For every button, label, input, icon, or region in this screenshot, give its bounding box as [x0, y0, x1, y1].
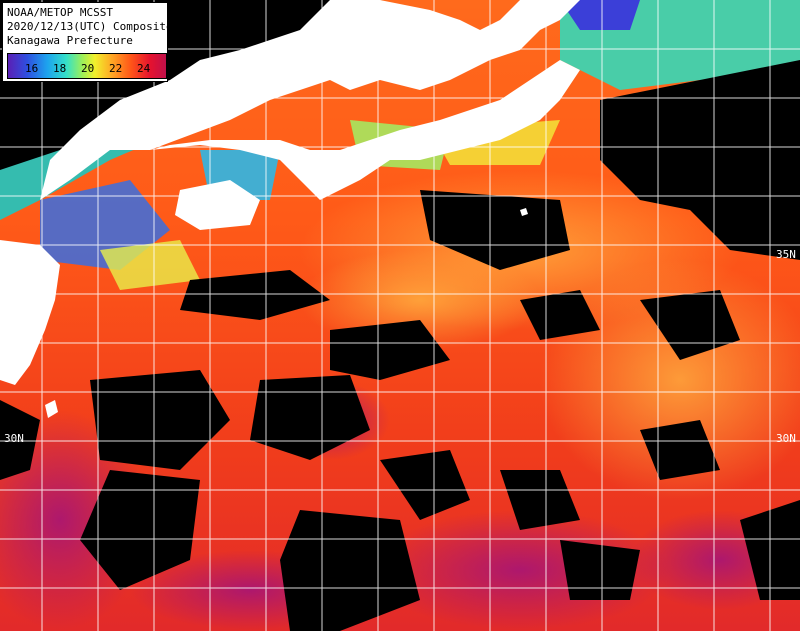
- colorbar-tick-24: 24: [137, 62, 151, 75]
- land: [0, 0, 580, 418]
- lat-label-30n-left: 30N: [4, 432, 24, 445]
- colorbar-tick-20: 20: [81, 62, 95, 75]
- title-legend-box: NOAA/METOP MCSST 2020/12/13(UTC) Composi…: [2, 2, 173, 82]
- header-date: 2020/12/13(UTC) Composite: [7, 20, 173, 33]
- colorbar-tick-18: 18: [53, 62, 67, 75]
- landmass-shikoku: [175, 180, 260, 230]
- lat-label-30n-right: 30N: [776, 432, 796, 445]
- landmass-kyushu: [0, 240, 60, 385]
- landmass-honshu-south: [150, 60, 580, 200]
- island-yakushima: [45, 400, 58, 418]
- colorbar-tick-16: 16: [25, 62, 39, 75]
- landmass-honshu: [40, 0, 580, 200]
- header-region: Kanagawa Prefecture: [7, 34, 133, 47]
- colorbar-tick-22: 22: [109, 62, 123, 75]
- lat-label-35n-right: 35N: [776, 248, 796, 261]
- island-izu: [520, 208, 528, 216]
- temperature-colorbar: [7, 53, 167, 79]
- header-source: NOAA/METOP MCSST: [7, 6, 113, 19]
